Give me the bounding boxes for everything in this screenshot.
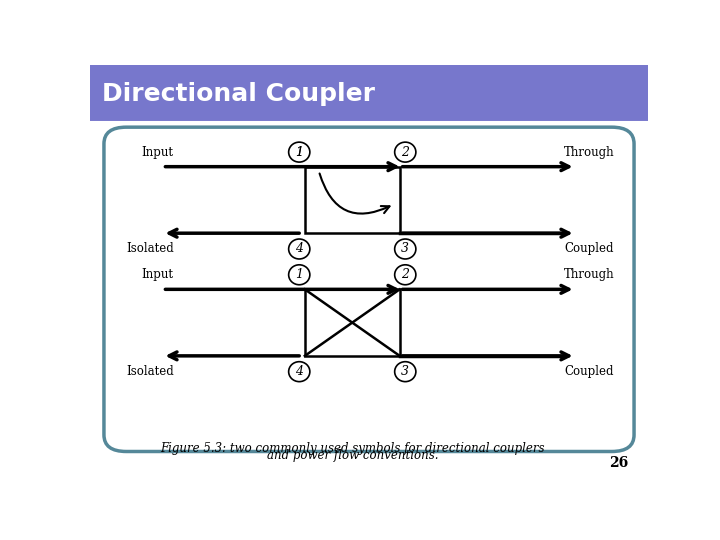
Ellipse shape <box>395 265 416 285</box>
Text: Directional Coupler: Directional Coupler <box>102 82 375 106</box>
Text: 1: 1 <box>295 146 303 159</box>
Text: Coupled: Coupled <box>564 242 613 255</box>
Bar <box>305 167 400 233</box>
Text: Figure 5.3: two commonly used symbols for directional couplers: Figure 5.3: two commonly used symbols fo… <box>160 442 544 455</box>
Ellipse shape <box>395 142 416 162</box>
Text: 3: 3 <box>401 365 409 378</box>
Text: Input: Input <box>142 146 174 159</box>
Text: Input: Input <box>142 268 174 281</box>
Bar <box>305 289 400 356</box>
Ellipse shape <box>289 239 310 259</box>
FancyBboxPatch shape <box>90 65 648 123</box>
Text: Isolated: Isolated <box>126 242 174 255</box>
Ellipse shape <box>289 362 310 382</box>
Ellipse shape <box>289 142 310 162</box>
Ellipse shape <box>395 239 416 259</box>
Text: 2: 2 <box>401 268 409 281</box>
Ellipse shape <box>289 265 310 285</box>
Text: Isolated: Isolated <box>126 365 174 378</box>
Text: 2: 2 <box>401 146 409 159</box>
FancyBboxPatch shape <box>104 127 634 451</box>
Text: Coupled: Coupled <box>564 365 613 378</box>
Text: 3: 3 <box>401 242 409 255</box>
Text: Through: Through <box>564 146 615 159</box>
Ellipse shape <box>395 362 416 382</box>
Text: 1: 1 <box>295 268 303 281</box>
FancyArrowPatch shape <box>320 173 390 214</box>
Text: 1: 1 <box>295 146 303 159</box>
Text: Through: Through <box>564 268 615 281</box>
Text: 26: 26 <box>609 456 629 470</box>
Text: 4: 4 <box>295 242 303 255</box>
Text: 4: 4 <box>295 365 303 378</box>
Text: and power flow conventions.: and power flow conventions. <box>266 449 438 462</box>
